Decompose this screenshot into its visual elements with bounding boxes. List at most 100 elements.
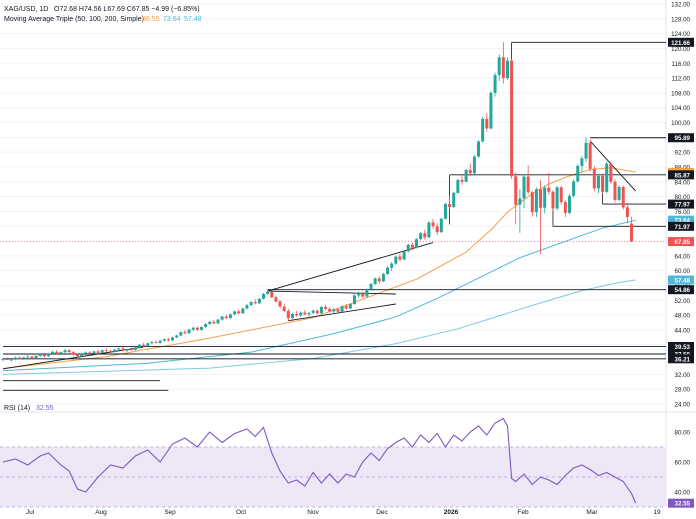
candle-body (299, 312, 303, 316)
candle-body (481, 118, 485, 142)
candle-body (22, 357, 26, 359)
candle-body (452, 192, 456, 207)
candle-body (365, 289, 369, 297)
price-label: 77.97 (675, 202, 691, 209)
candle-body (195, 327, 199, 330)
rsi-panel (0, 417, 666, 508)
candle-body (580, 158, 584, 166)
candle-body (187, 329, 191, 334)
y-tick-label: 112.00 (672, 76, 691, 83)
candle-body (179, 332, 183, 336)
candle-body (522, 176, 526, 199)
y-tick-label: 52.00 (675, 298, 691, 305)
candle-body (129, 349, 133, 350)
candle-body (576, 165, 580, 182)
price-label: 39.53 (675, 344, 691, 351)
candle-body (9, 359, 13, 361)
candle-body (220, 316, 224, 320)
y-tick-label: 124.00 (671, 31, 690, 38)
x-tick-label: Sep (164, 509, 176, 516)
trend-line (2, 346, 144, 370)
y-tick-label: 64.00 (675, 253, 691, 260)
candle-body (460, 179, 464, 182)
axis-layer: 132.00 128.00 124.00 120.00 116.00 112.00 108.… (26, 2, 694, 516)
candle-body (241, 308, 245, 314)
candle-body (67, 350, 71, 353)
candle-body (158, 340, 162, 343)
candle-body (59, 352, 63, 354)
candle-body (555, 187, 559, 209)
ma50-line (2, 167, 636, 369)
candle-body (489, 92, 493, 129)
price-label-box (668, 354, 694, 364)
candle-body (109, 351, 113, 352)
candle-body (625, 207, 629, 217)
candle-body (559, 187, 563, 203)
candle-body (38, 354, 42, 356)
candle-body (5, 359, 9, 360)
candle-body (567, 195, 571, 213)
candle-body (539, 189, 543, 208)
candle-body (505, 60, 509, 79)
candle-body (133, 347, 137, 350)
candle-body (142, 344, 146, 347)
candle-body (166, 339, 170, 341)
candle-body (290, 314, 294, 319)
header-layer: XAG/USD, 1D O72.68 H74.56 L67.69 C67.85 … (4, 6, 202, 412)
trend-line (589, 140, 636, 192)
x-tick-label: 2026 (444, 509, 459, 516)
candle-body (80, 353, 84, 357)
candle-body (336, 309, 340, 312)
y-tick-label: 80.00 (675, 194, 691, 201)
candle-body (340, 306, 344, 312)
y-tick-label: 132.00 (671, 2, 690, 9)
candle-body (162, 339, 166, 341)
candle-body (443, 204, 447, 219)
candle-body (596, 175, 600, 189)
candle-body (303, 312, 307, 315)
candle-body (228, 314, 232, 319)
candle-body (46, 353, 50, 357)
rsi-tick-label: 40.00 (675, 490, 691, 497)
candle-body (100, 350, 104, 353)
candle-body (175, 335, 179, 338)
candle-body (216, 319, 220, 324)
candle-body (191, 327, 195, 330)
candle-body (324, 306, 328, 309)
candle-body (394, 256, 398, 264)
candle-body (551, 191, 555, 209)
price-label-box (668, 199, 694, 209)
candle-body (348, 304, 352, 309)
rsi-value-readout: 32.55 (36, 405, 54, 412)
candle-body (117, 348, 121, 350)
y-tick-label: 76.00 (675, 209, 691, 216)
candle-body (270, 291, 274, 298)
candle-body (282, 306, 286, 312)
candle-body (386, 267, 390, 274)
candle-body (390, 263, 394, 268)
candle-body (274, 297, 278, 302)
candle-body (588, 142, 592, 169)
levels-layer (0, 41, 666, 391)
candle-body (266, 291, 270, 294)
candle-body (547, 187, 551, 192)
x-tick-label: Jul (26, 509, 35, 516)
x-tick-label: Nov (307, 509, 319, 516)
candle-body (361, 293, 365, 297)
candle-body (146, 343, 150, 347)
candle-body (137, 344, 141, 348)
price-label-box (668, 215, 694, 225)
candle-body (237, 311, 241, 314)
candle-body (315, 310, 319, 314)
y-tick-label: 24.00 (675, 402, 691, 409)
candle-body (1, 359, 5, 360)
candle-body (526, 176, 530, 193)
y-tick-label: 108.00 (671, 90, 690, 97)
candle-body (497, 57, 501, 76)
candle-body (295, 314, 299, 316)
rsi-tick-label: 60.00 (675, 460, 691, 467)
candle-body (249, 302, 253, 306)
price-label-box (668, 133, 694, 143)
candle-body (208, 321, 212, 324)
